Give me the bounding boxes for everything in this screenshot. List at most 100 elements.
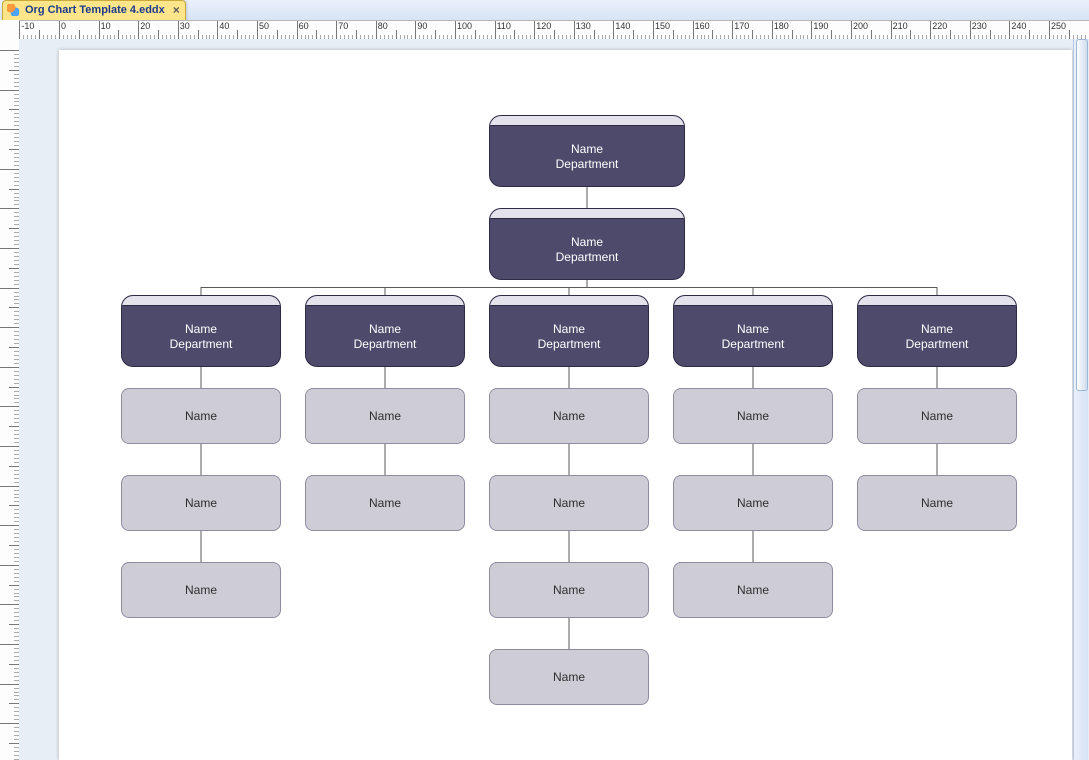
org-dept-body: NameDepartment [122, 306, 280, 367]
org-dept-cap [490, 296, 648, 306]
scrollbar-thumb[interactable] [1076, 39, 1088, 391]
org-leaf-label: Name [737, 583, 769, 597]
org-leaf-node[interactable]: Name [121, 388, 281, 444]
org-leaf-node[interactable]: Name [121, 562, 281, 618]
org-leaf-node[interactable]: Name [489, 562, 649, 618]
ruler-v-label: 50 [0, 240, 2, 250]
org-leaf-label: Name [553, 583, 585, 597]
ruler-h-label: 20 [140, 21, 150, 31]
ruler-h-label: 40 [219, 21, 229, 31]
ruler-h-label: 200 [853, 21, 868, 31]
org-leaf-node[interactable]: Name [673, 562, 833, 618]
org-dept-name: Name [553, 322, 585, 337]
ruler-h-label: 70 [338, 21, 348, 31]
org-leaf-label: Name [553, 496, 585, 510]
ruler-h-label: 220 [932, 21, 947, 31]
org-dept-name: Name [921, 322, 953, 337]
org-dept-cap [674, 296, 832, 306]
ruler-h-label: 150 [655, 21, 670, 31]
org-dept-body: NameDepartment [858, 306, 1016, 367]
org-dept-department: Department [906, 337, 969, 352]
org-dept-cap [122, 296, 280, 306]
ruler-v-label: 140 [0, 591, 2, 606]
org-dept-node[interactable]: NameDepartment [489, 295, 649, 367]
ruler-h-label: 30 [180, 21, 190, 31]
org-leaf-label: Name [553, 409, 585, 423]
org-dept-body: NameDepartment [490, 306, 648, 367]
org-leaf-label: Name [737, 409, 769, 423]
ruler-h-label: 170 [734, 21, 749, 31]
org-dept-node[interactable]: NameDepartment [857, 295, 1017, 367]
org-leaf-label: Name [369, 496, 401, 510]
ruler-h-label: 100 [457, 21, 472, 31]
ruler-h-label: 240 [1011, 21, 1026, 31]
canvas-workspace[interactable]: NameDepartmentNameDepartmentNameDepartme… [19, 39, 1089, 760]
ruler-horizontal: -100102030405060708090100110120130140150… [19, 20, 1089, 41]
org-dept-cap [858, 296, 1016, 306]
org-leaf-node[interactable]: Name [489, 649, 649, 705]
org-dept-body: NameDepartment [674, 306, 832, 367]
ruler-v-label: 160 [0, 671, 2, 686]
org-dept-node[interactable]: NameDepartment [673, 295, 833, 367]
org-dept-name: Name [571, 142, 603, 157]
org-leaf-label: Name [737, 496, 769, 510]
org-dept-department: Department [354, 337, 417, 352]
ruler-h-label: 90 [417, 21, 427, 31]
org-dept-cap [306, 296, 464, 306]
org-dept-department: Department [556, 250, 619, 265]
org-leaf-label: Name [185, 409, 217, 423]
page[interactable]: NameDepartmentNameDepartmentNameDepartme… [59, 50, 1072, 760]
org-dept-body: NameDepartment [490, 126, 684, 187]
org-leaf-node[interactable]: Name [673, 388, 833, 444]
ruler-v-label: 150 [0, 631, 2, 646]
org-leaf-node[interactable]: Name [489, 388, 649, 444]
org-dept-body: NameDepartment [490, 219, 684, 280]
org-leaf-node[interactable]: Name [305, 475, 465, 531]
org-leaf-node[interactable]: Name [489, 475, 649, 531]
org-leaf-node[interactable]: Name [121, 475, 281, 531]
ruler-h-label: 160 [695, 21, 710, 31]
ruler-v-label: 20 [0, 121, 2, 131]
ruler-h-label: 120 [536, 21, 551, 31]
org-leaf-node[interactable]: Name [673, 475, 833, 531]
ruler-v-label: 110 [0, 473, 2, 487]
ruler-v-label: 80 [0, 359, 2, 369]
ruler-h-label: 110 [497, 21, 511, 31]
org-dept-node[interactable]: NameDepartment [121, 295, 281, 367]
ruler-h-label: 210 [893, 21, 908, 31]
org-dept-node[interactable]: NameDepartment [489, 115, 685, 187]
document-tab[interactable]: Org Chart Template 4.eddx × [2, 0, 186, 21]
org-dept-department: Department [556, 157, 619, 172]
ruler-v-label: 120 [0, 512, 2, 527]
org-leaf-node[interactable]: Name [857, 475, 1017, 531]
org-dept-cap [490, 116, 684, 126]
org-leaf-node[interactable]: Name [305, 388, 465, 444]
org-dept-node[interactable]: NameDepartment [489, 208, 685, 280]
org-leaf-label: Name [369, 409, 401, 423]
close-icon[interactable]: × [173, 2, 180, 19]
ruler-h-label: -10 [21, 21, 34, 31]
scrollbar-vertical[interactable] [1073, 39, 1088, 760]
org-dept-node[interactable]: NameDepartment [305, 295, 465, 367]
ruler-v-label: 170 [0, 710, 2, 725]
org-leaf-label: Name [185, 496, 217, 510]
ruler-h-label: 130 [576, 21, 591, 31]
org-dept-department: Department [538, 337, 601, 352]
org-leaf-node[interactable]: Name [857, 388, 1017, 444]
ruler-v-label: 70 [0, 319, 2, 329]
ruler-v-label: 100 [0, 433, 2, 448]
ruler-h-label: 80 [378, 21, 388, 31]
ruler-v-label: 60 [0, 280, 2, 290]
org-dept-body: NameDepartment [306, 306, 464, 367]
ruler-h-label: 190 [813, 21, 828, 31]
org-dept-department: Department [722, 337, 785, 352]
ruler-v-label: 90 [0, 398, 2, 408]
ruler-v-label: 0 [0, 47, 2, 52]
ruler-h-label: 60 [299, 21, 309, 31]
org-dept-name: Name [369, 322, 401, 337]
ruler-h-label: 230 [972, 21, 987, 31]
document-tab-title: Org Chart Template 4.eddx [25, 4, 165, 16]
ruler-v-label: 40 [0, 200, 2, 210]
org-dept-name: Name [737, 322, 769, 337]
org-leaf-label: Name [553, 670, 585, 684]
